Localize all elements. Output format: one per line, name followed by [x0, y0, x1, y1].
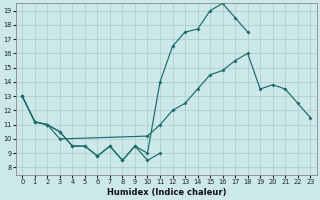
X-axis label: Humidex (Indice chaleur): Humidex (Indice chaleur) [107, 188, 226, 197]
